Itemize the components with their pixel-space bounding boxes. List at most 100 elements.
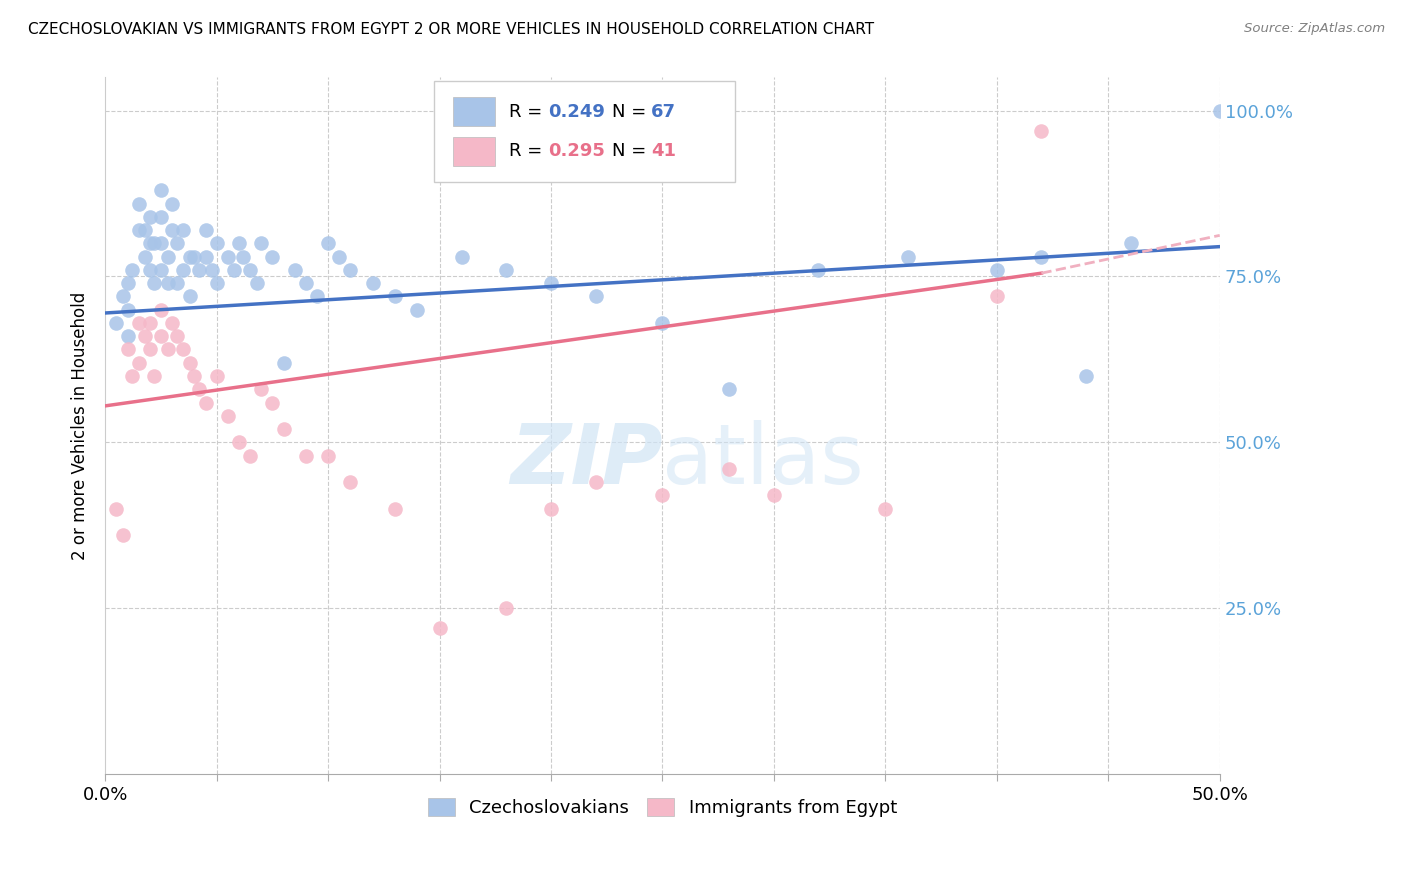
Point [250,382,273,396]
Point [1031,123,1053,137]
Point [179,356,201,370]
Legend: Czechoslovakians, Immigrants from Egypt: Czechoslovakians, Immigrants from Egypt [420,791,904,824]
Text: CZECHOSLOVAKIAN VS IMMIGRANTS FROM EGYPT 2 OR MORE VEHICLES IN HOUSEHOLD CORRELA: CZECHOSLOVAKIAN VS IMMIGRANTS FROM EGYPT… [28,22,875,37]
Point [875,501,897,516]
Text: R =: R = [509,143,548,161]
Point [143,236,166,251]
Point [217,250,239,264]
Point [179,250,201,264]
Point [149,183,172,197]
FancyBboxPatch shape [453,136,495,166]
Point [361,276,384,290]
Y-axis label: 2 or more Vehicles in Household: 2 or more Vehicles in Household [72,292,89,560]
Point [128,223,150,237]
Point [156,343,179,357]
Point [651,316,673,330]
Point [1074,369,1097,384]
Point [194,223,217,237]
Point [183,250,205,264]
Point [143,369,166,384]
Point [495,263,517,277]
Point [585,475,607,490]
Point [1209,103,1232,118]
Point [143,276,166,290]
Point [149,210,172,224]
Point [262,395,284,409]
Point [651,488,673,502]
Point [540,276,562,290]
Point [250,236,273,251]
Text: 0.295: 0.295 [548,143,605,161]
Point [139,343,162,357]
Point [149,263,172,277]
Point [172,223,194,237]
Point [139,263,162,277]
Text: atlas: atlas [662,420,865,501]
Point [121,263,143,277]
Point [239,263,262,277]
Text: 41: 41 [651,143,676,161]
Point [718,462,741,476]
FancyBboxPatch shape [434,81,735,182]
Point [128,356,150,370]
Point [160,316,183,330]
Point [134,329,156,343]
Point [134,250,156,264]
Point [156,250,179,264]
Point [495,601,517,615]
Point [117,276,139,290]
Point [166,329,188,343]
FancyBboxPatch shape [453,97,495,126]
Point [112,289,135,303]
Point [295,276,318,290]
Point [762,488,785,502]
Point [429,621,451,635]
Point [149,236,172,251]
Point [166,236,188,251]
Point [224,263,246,277]
Point [134,223,156,237]
Point [585,289,607,303]
Text: N =: N = [612,103,652,120]
Point [172,343,194,357]
Point [316,236,339,251]
Point [117,343,139,357]
Point [105,316,128,330]
Point [160,196,183,211]
Point [217,409,239,423]
Point [450,250,472,264]
Point [128,196,150,211]
Point [112,528,135,542]
Point [339,263,361,277]
Point [183,369,205,384]
Point [117,302,139,317]
Point [406,302,429,317]
Point [273,422,295,436]
Point [1031,250,1053,264]
Point [160,223,183,237]
Point [339,475,361,490]
Point [986,289,1008,303]
Point [316,449,339,463]
Point [295,449,318,463]
Point [384,289,406,303]
Point [156,276,179,290]
Point [540,501,562,516]
Text: 67: 67 [651,103,676,120]
Point [284,263,307,277]
Point [149,329,172,343]
Point [139,316,162,330]
Text: 0.249: 0.249 [548,103,605,120]
Point [384,501,406,516]
Point [205,276,228,290]
Point [187,263,209,277]
Point [228,435,250,450]
Point [201,263,224,277]
Point [166,276,188,290]
Point [228,236,250,251]
Point [194,250,217,264]
Point [205,236,228,251]
Point [328,250,350,264]
Point [897,250,920,264]
Point [187,382,209,396]
